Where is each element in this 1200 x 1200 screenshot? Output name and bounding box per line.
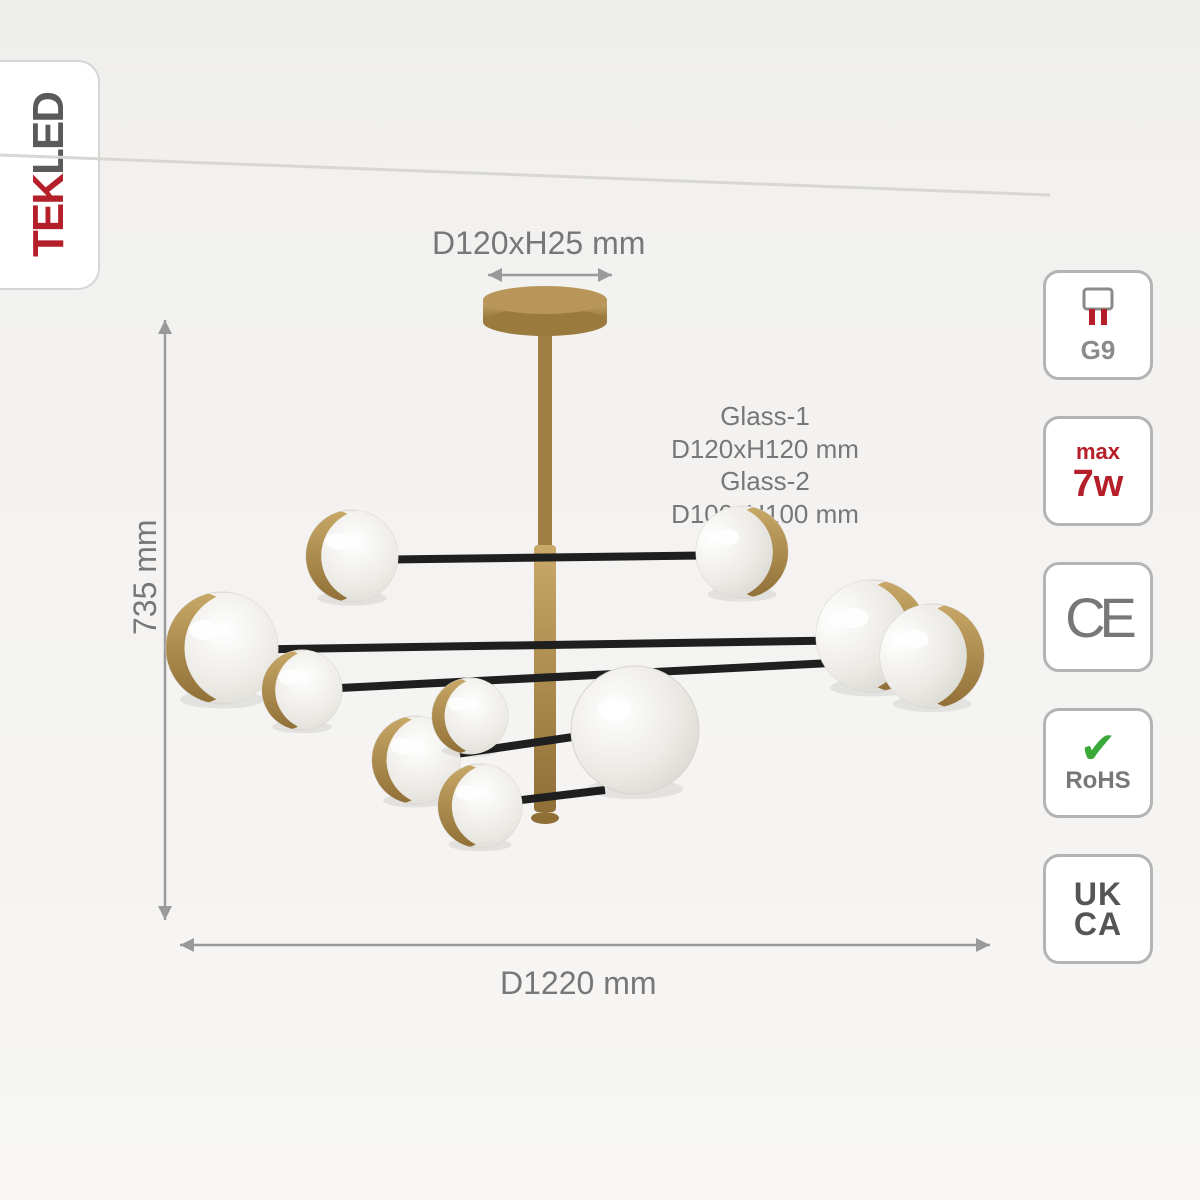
product-diagram (0, 0, 1200, 1200)
